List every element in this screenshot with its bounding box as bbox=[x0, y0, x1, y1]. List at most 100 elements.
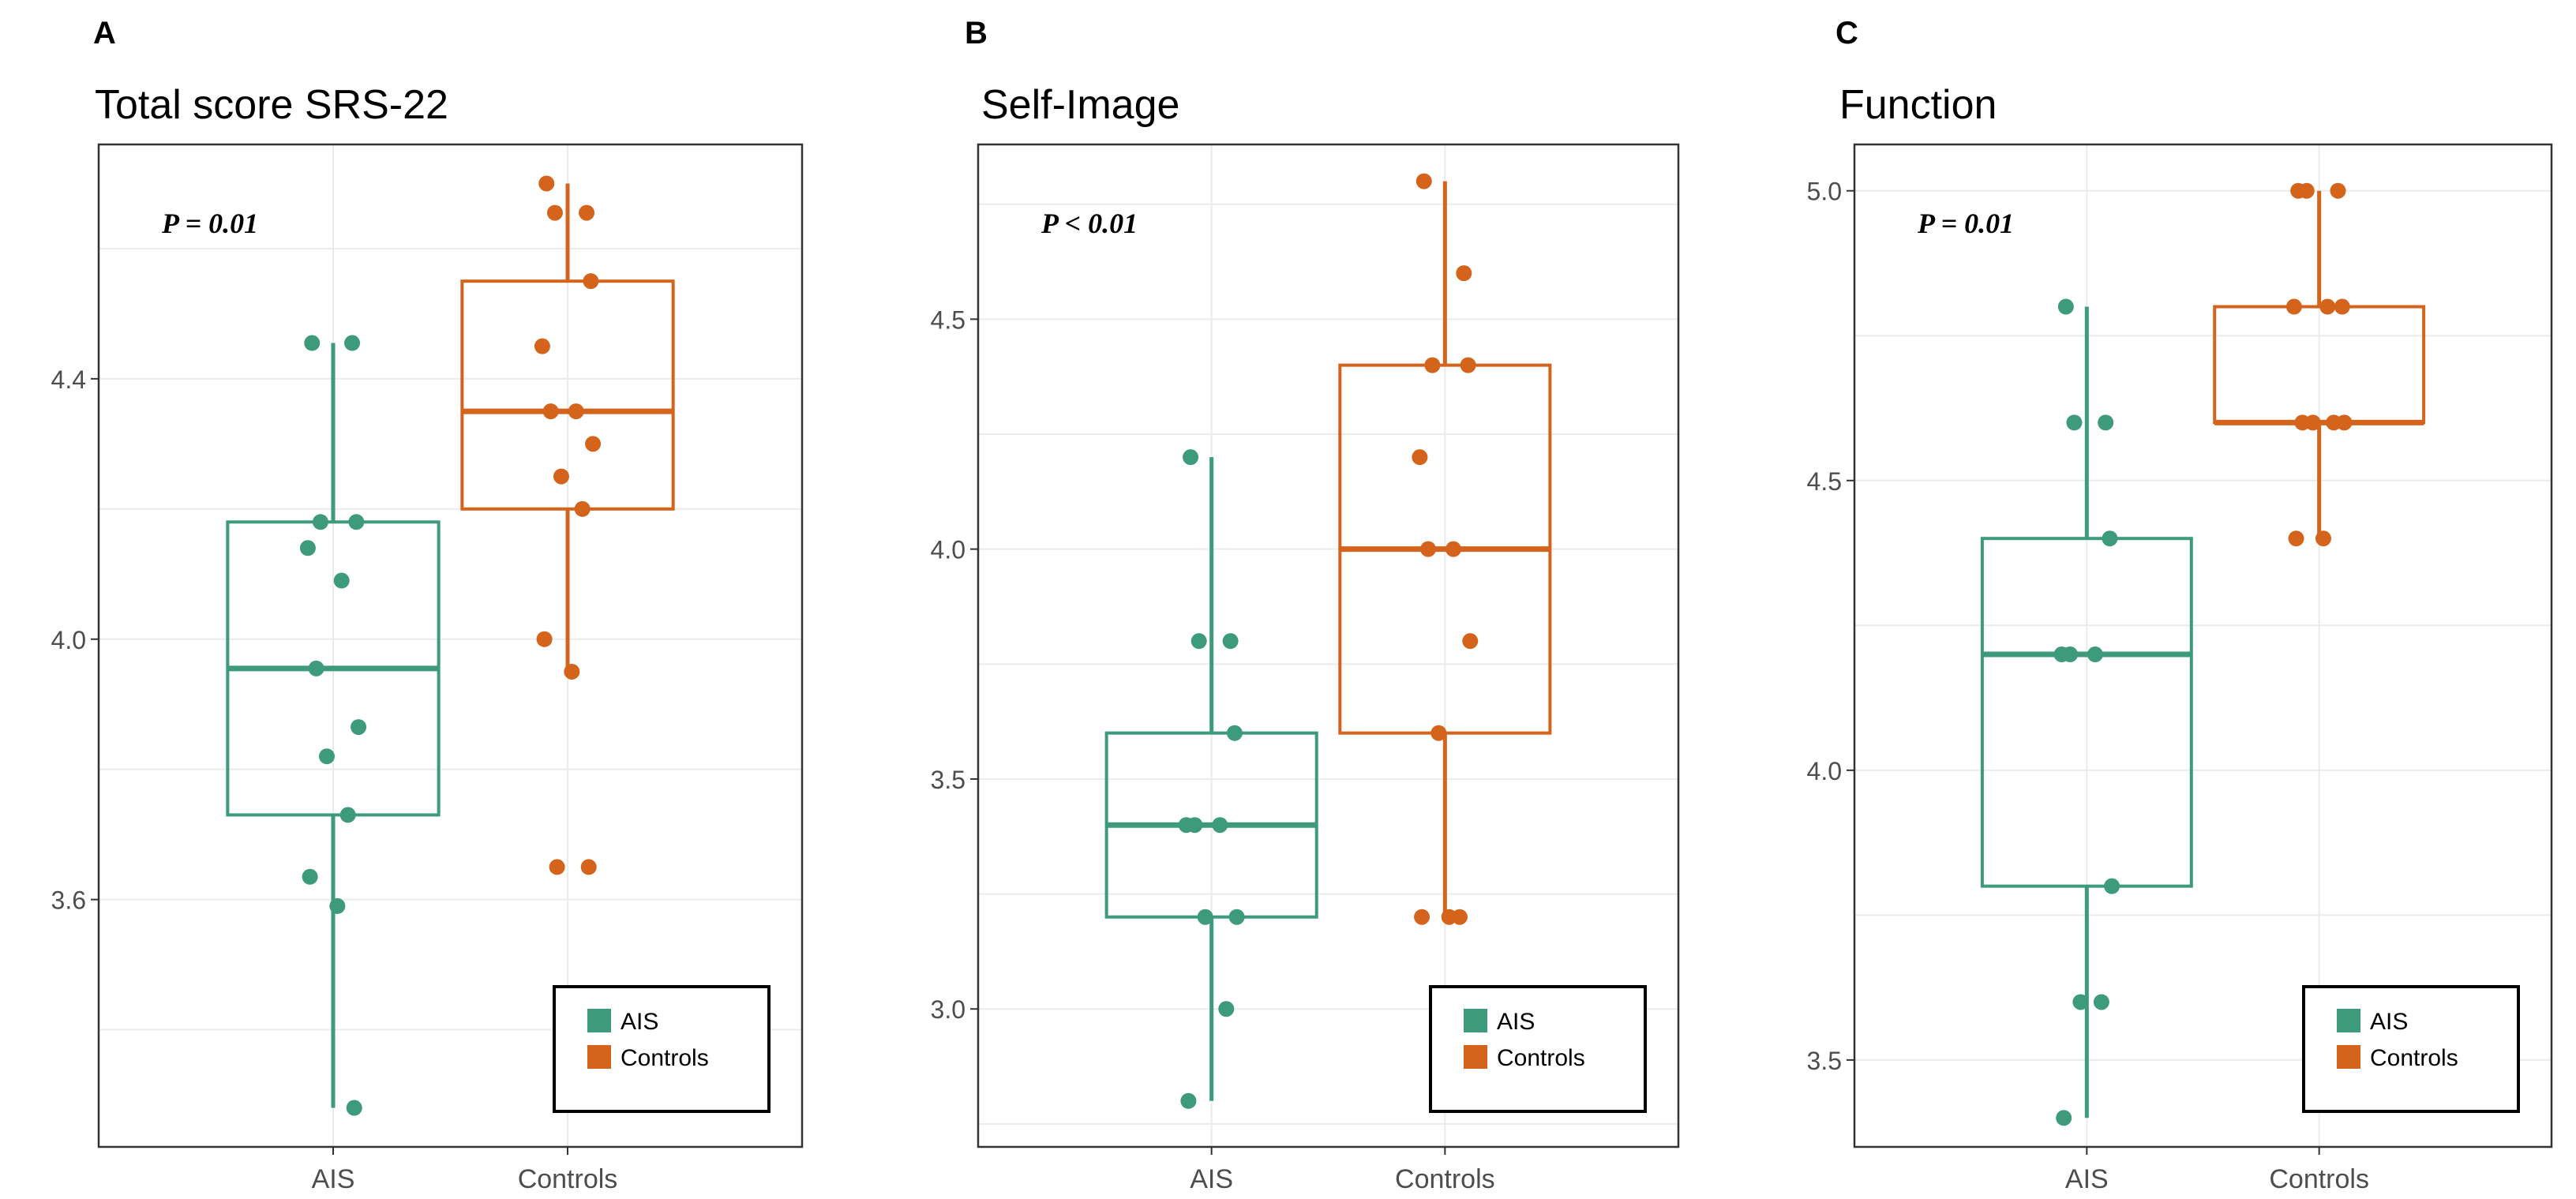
data-point-ais bbox=[339, 807, 356, 823]
data-point-ais bbox=[2056, 1110, 2072, 1126]
p-value-annotation: P < 0.01 bbox=[1041, 208, 1138, 239]
data-point-controls bbox=[542, 403, 559, 420]
data-point-ais bbox=[1226, 725, 1243, 741]
data-point-ais bbox=[346, 1100, 362, 1116]
y-tick-label: 3.6 bbox=[51, 886, 86, 915]
data-point-ais bbox=[299, 540, 316, 556]
data-point-controls bbox=[1414, 909, 1430, 925]
x-tick-label: AIS bbox=[1190, 1164, 1233, 1194]
data-point-controls bbox=[2319, 298, 2336, 315]
data-point-ais bbox=[1180, 1092, 1197, 1109]
data-point-controls bbox=[580, 859, 597, 875]
panel-b: B Self-Image 3.0 3.5 4.0 4.5 AIS Controls P < 0.… bbox=[931, 16, 1680, 1194]
data-point-ais bbox=[2093, 994, 2109, 1010]
box-body bbox=[460, 279, 675, 511]
data-point-controls bbox=[536, 631, 553, 647]
data-point-controls bbox=[1430, 725, 1447, 741]
data-point-controls bbox=[1415, 173, 1432, 189]
data-point-ais bbox=[2102, 530, 2118, 547]
data-point-controls bbox=[1424, 357, 1441, 373]
y-tick-label: 4.0 bbox=[51, 626, 86, 654]
plot-area bbox=[1854, 144, 2552, 1147]
data-point-ais bbox=[1197, 909, 1213, 925]
data-point-ais bbox=[1218, 1001, 1235, 1017]
data-point-ais bbox=[318, 748, 335, 765]
data-point-ais bbox=[1191, 633, 1207, 650]
x-tick-label: Controls bbox=[518, 1164, 618, 1194]
plot-border bbox=[977, 143, 1680, 1148]
data-point-ais bbox=[2104, 878, 2120, 894]
y-tick-label: 3.5 bbox=[1807, 1047, 1842, 1075]
data-point-ais bbox=[2072, 994, 2089, 1010]
data-point-ais bbox=[2066, 414, 2083, 431]
legend-label: Controls bbox=[2370, 1045, 2458, 1071]
data-point-ais bbox=[348, 514, 365, 530]
panel-letter: A bbox=[93, 16, 116, 51]
x-tick-label: AIS bbox=[2065, 1164, 2109, 1194]
y-tick-label: 4.5 bbox=[931, 305, 966, 334]
data-point-controls bbox=[583, 273, 599, 290]
data-point-controls bbox=[564, 663, 580, 680]
data-point-ais bbox=[304, 335, 321, 351]
legend: AIS Controls bbox=[2302, 985, 2520, 1113]
data-point-ais bbox=[302, 868, 318, 885]
y-tick-label: 4.0 bbox=[1807, 757, 1842, 785]
data-point-controls bbox=[2304, 414, 2321, 431]
legend: AIS Controls bbox=[553, 985, 771, 1113]
data-point-ais bbox=[329, 897, 346, 914]
data-point-controls bbox=[1445, 541, 1461, 557]
y-tick-label: 4.4 bbox=[51, 365, 86, 394]
data-point-controls bbox=[534, 338, 550, 354]
plot-area bbox=[978, 144, 1678, 1147]
data-point-ais bbox=[344, 335, 361, 351]
x-tick-label: Controls bbox=[1395, 1164, 1495, 1194]
data-point-ais bbox=[308, 660, 324, 676]
legend-swatch-ais bbox=[2337, 1009, 2360, 1032]
data-point-ais bbox=[1187, 817, 1203, 834]
data-point-controls bbox=[2315, 530, 2331, 547]
data-point-ais bbox=[2057, 298, 2074, 315]
data-point-controls bbox=[553, 468, 569, 485]
data-point-controls bbox=[1441, 909, 1457, 925]
legend-label: Controls bbox=[1497, 1045, 1585, 1071]
data-point-controls bbox=[1420, 541, 1437, 557]
data-point-controls bbox=[1460, 357, 1476, 373]
data-point-ais bbox=[333, 572, 350, 589]
legend-label: AIS bbox=[621, 1009, 658, 1035]
legend-swatch-ais bbox=[587, 1009, 611, 1032]
box-controls bbox=[460, 183, 675, 672]
panel-letter: B bbox=[965, 16, 988, 51]
data-point-controls bbox=[1412, 449, 1428, 466]
legend-label: AIS bbox=[2370, 1009, 2408, 1035]
plot-area bbox=[99, 144, 802, 1147]
data-point-ais bbox=[1222, 633, 1239, 650]
plot-border bbox=[1853, 143, 2553, 1148]
panel-letter: C bbox=[1835, 16, 1858, 51]
data-point-controls bbox=[568, 403, 584, 420]
x-tick-label: Controls bbox=[2269, 1164, 2369, 1194]
data-point-controls bbox=[574, 500, 591, 517]
y-tick-label: 3.0 bbox=[931, 995, 966, 1024]
panel-a: A Total score SRS-22 3.6 4.0 4.4 AIS Controls P… bbox=[51, 16, 804, 1194]
data-point-ais bbox=[2098, 414, 2114, 431]
data-point-ais bbox=[1212, 817, 1228, 834]
data-point-ais bbox=[351, 719, 367, 736]
panel-title: Function bbox=[1839, 82, 1997, 128]
y-tick-label: 4.0 bbox=[931, 536, 966, 564]
p-value-annotation: P = 0.01 bbox=[1917, 208, 2014, 239]
plot-border bbox=[97, 143, 804, 1148]
panel-title: Self-Image bbox=[981, 82, 1179, 128]
x-tick-label: AIS bbox=[312, 1164, 355, 1194]
legend-label: Controls bbox=[621, 1045, 709, 1071]
data-point-controls bbox=[2288, 530, 2304, 547]
y-tick-label: 3.5 bbox=[931, 766, 966, 794]
data-point-controls bbox=[1462, 633, 1479, 650]
data-point-ais bbox=[2062, 646, 2079, 663]
data-point-controls bbox=[2330, 182, 2346, 199]
legend-label: AIS bbox=[1497, 1009, 1535, 1035]
data-point-ais bbox=[1183, 449, 1199, 466]
legend-swatch-controls bbox=[587, 1045, 611, 1069]
y-tick-label: 5.0 bbox=[1807, 178, 1842, 206]
data-point-controls bbox=[2298, 182, 2315, 199]
